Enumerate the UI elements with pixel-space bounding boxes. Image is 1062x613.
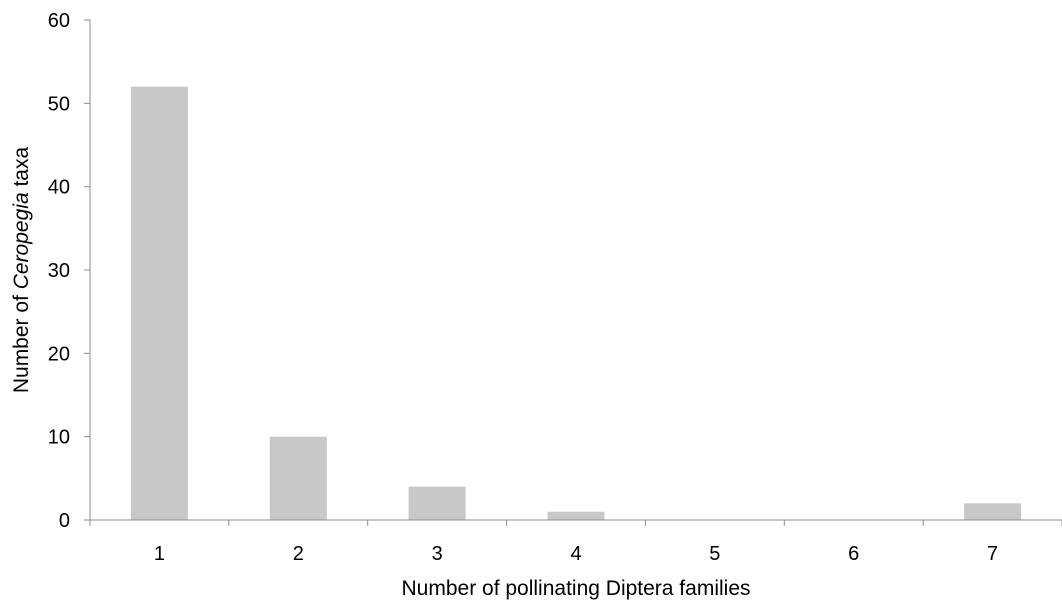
y-axis-title-italic: Ceropegia [10, 192, 33, 289]
y-tick-label: 10 [48, 427, 70, 449]
y-tick-label: 60 [48, 10, 70, 32]
y-axis-ticks: 0 10 20 30 40 50 60 [48, 10, 90, 532]
x-axis-ticks: 1 2 3 4 5 6 7 [89, 520, 1062, 565]
y-tick-label: 20 [48, 343, 70, 365]
y-tick-label: 30 [48, 260, 70, 282]
bar-1 [130, 86, 188, 520]
bars [130, 86, 1022, 520]
x-tick-label: 1 [154, 543, 165, 565]
y-tick-label: 0 [59, 510, 70, 532]
y-axis-title: Number of Ceropegia taxa [10, 147, 33, 394]
x-tick-label: 6 [848, 543, 859, 565]
x-tick-label: 5 [709, 543, 720, 565]
x-tick-label: 7 [987, 543, 998, 565]
y-tick-label: 40 [48, 177, 70, 199]
bar-7 [964, 503, 1022, 520]
bar-4 [547, 511, 605, 520]
x-tick-label: 4 [570, 543, 581, 565]
y-axis-title-prefix: Number of [10, 289, 33, 393]
bar-2 [269, 436, 327, 520]
y-tick-label: 50 [48, 93, 70, 115]
x-tick-label: 3 [432, 543, 443, 565]
x-axis-title: Number of pollinating Diptera families [402, 577, 751, 600]
x-tick-label: 2 [293, 543, 304, 565]
bar-3 [408, 486, 466, 520]
y-axis-title-suffix: taxa [10, 147, 33, 193]
